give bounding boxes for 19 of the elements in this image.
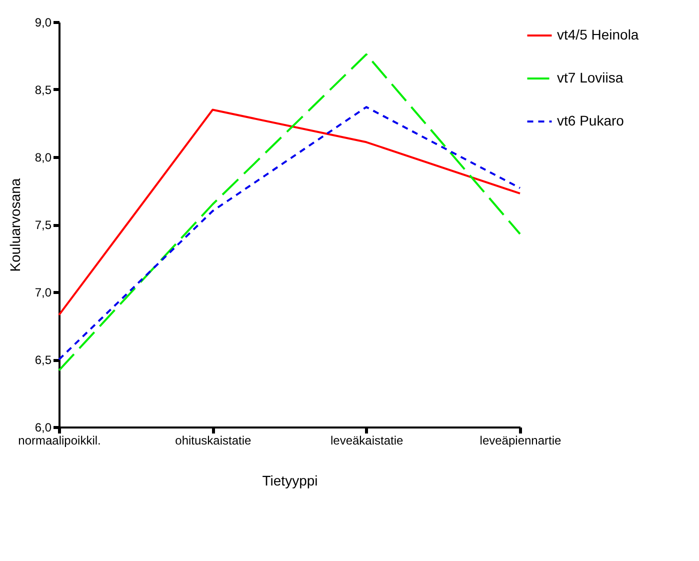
legend-label: vt6 Pukaro (557, 112, 624, 128)
x-tick-label: leveäpiennartie (480, 434, 562, 448)
y-tick-label: 7,5 (34, 218, 52, 232)
x-tick-label: leveäkaistatie (330, 434, 404, 448)
y-tick-label: 6,0 (34, 420, 52, 434)
line-series (58, 53, 521, 372)
x-tick-label: ohituskaistatie (175, 434, 252, 448)
y-tick-label: 7,0 (34, 286, 52, 300)
y-tick-label: 6,5 (34, 353, 52, 367)
x-axis-title: Tietyyppi (262, 472, 318, 488)
line-series (58, 106, 521, 360)
y-tick-label: 8,5 (34, 83, 52, 97)
legend-label: vt7 Loviisa (557, 70, 624, 86)
y-tick-label: 8,0 (34, 150, 52, 164)
x-tick-label: normaalipoikkil. (18, 434, 101, 448)
legend-label: vt4/5 Heinola (557, 26, 639, 42)
y-axis-title: Kouluarvosana (6, 178, 23, 272)
y-tick-label: 9,0 (34, 16, 52, 30)
line-series (58, 108, 521, 316)
